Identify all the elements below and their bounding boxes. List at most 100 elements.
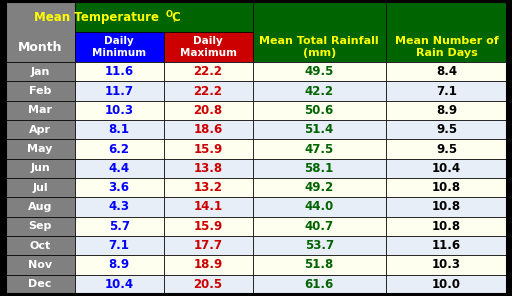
Text: Jul: Jul (32, 183, 48, 193)
Text: 18.6: 18.6 (194, 123, 223, 136)
Bar (252, 159, 386, 178)
Bar (75, 255, 164, 275)
Bar (252, 81, 386, 101)
Bar (164, 197, 252, 217)
Bar (386, 62, 507, 81)
Bar (6, 217, 75, 236)
Text: 58.1: 58.1 (305, 162, 334, 175)
Text: 8.1: 8.1 (109, 123, 130, 136)
Text: O: O (165, 9, 173, 19)
Text: Dec: Dec (29, 279, 52, 289)
Bar (164, 236, 252, 255)
Bar (6, 197, 75, 217)
Bar (75, 62, 164, 81)
Text: 51.8: 51.8 (305, 258, 334, 271)
Bar (252, 101, 386, 120)
Bar (252, 120, 386, 139)
Text: 17.7: 17.7 (194, 239, 223, 252)
Text: 11.6: 11.6 (432, 239, 461, 252)
Text: C: C (172, 10, 180, 23)
Text: 3.6: 3.6 (109, 181, 130, 194)
Text: 4.3: 4.3 (109, 200, 130, 213)
Text: 18.9: 18.9 (194, 258, 223, 271)
Bar (164, 275, 252, 294)
Text: 10.8: 10.8 (432, 220, 461, 233)
Text: 13.8: 13.8 (194, 162, 223, 175)
Text: 49.2: 49.2 (305, 181, 334, 194)
Text: 7.1: 7.1 (109, 239, 130, 252)
Bar (386, 217, 507, 236)
Bar (252, 178, 386, 197)
Bar (75, 120, 164, 139)
Bar (252, 217, 386, 236)
Bar (75, 197, 164, 217)
Text: 11.6: 11.6 (104, 65, 134, 78)
Bar (164, 62, 252, 81)
Text: 7.1: 7.1 (436, 84, 457, 97)
Bar (6, 81, 75, 101)
Text: 10.3: 10.3 (104, 104, 134, 117)
Text: 9.5: 9.5 (436, 142, 457, 155)
Text: 40.7: 40.7 (305, 220, 334, 233)
Bar (6, 236, 75, 255)
Text: 10.8: 10.8 (432, 200, 461, 213)
Text: 9.5: 9.5 (436, 123, 457, 136)
Text: 10.3: 10.3 (432, 258, 461, 271)
Text: Mean Total Rainfall
(mm): Mean Total Rainfall (mm) (260, 36, 379, 58)
Bar (75, 81, 164, 101)
Bar (75, 275, 164, 294)
Text: Apr: Apr (29, 125, 51, 135)
Bar (252, 255, 386, 275)
Text: 47.5: 47.5 (305, 142, 334, 155)
Text: 22.2: 22.2 (194, 65, 223, 78)
Text: Aug: Aug (28, 202, 52, 212)
Text: 8.9: 8.9 (109, 258, 130, 271)
Text: 4.4: 4.4 (109, 162, 130, 175)
Text: Mean Number of
Rain Days: Mean Number of Rain Days (395, 36, 499, 58)
Text: Daily
Minimum: Daily Minimum (92, 36, 146, 58)
Bar (6, 178, 75, 197)
Bar (75, 178, 164, 197)
Text: 8.4: 8.4 (436, 65, 457, 78)
Bar (75, 217, 164, 236)
Text: Oct: Oct (30, 241, 51, 251)
Text: 44.0: 44.0 (305, 200, 334, 213)
Bar (6, 159, 75, 178)
Text: 20.8: 20.8 (194, 104, 223, 117)
Bar (6, 139, 75, 159)
Bar (164, 139, 252, 159)
Bar (252, 275, 386, 294)
Bar (75, 139, 164, 159)
Bar (386, 255, 507, 275)
Bar (6, 101, 75, 120)
Text: 10.4: 10.4 (432, 162, 461, 175)
Text: Mean Temperature: Mean Temperature (34, 10, 164, 23)
Bar (6, 120, 75, 139)
Bar (386, 139, 507, 159)
Text: Month: Month (18, 41, 62, 54)
Bar (386, 101, 507, 120)
Bar (164, 81, 252, 101)
Bar (386, 159, 507, 178)
Text: Jun: Jun (30, 163, 50, 173)
Text: 15.9: 15.9 (194, 142, 223, 155)
Bar (75, 159, 164, 178)
Text: May: May (28, 144, 53, 154)
Text: Daily
Maximum: Daily Maximum (180, 36, 237, 58)
Bar (164, 101, 252, 120)
Text: 10.4: 10.4 (104, 278, 134, 291)
Bar (164, 120, 252, 139)
Bar (252, 2, 386, 62)
Text: 53.7: 53.7 (305, 239, 334, 252)
Text: 10.8: 10.8 (432, 181, 461, 194)
Bar (164, 32, 252, 62)
Bar (252, 62, 386, 81)
Text: 20.5: 20.5 (194, 278, 223, 291)
Text: 50.6: 50.6 (305, 104, 334, 117)
Bar (6, 2, 75, 62)
Text: 49.5: 49.5 (305, 65, 334, 78)
Bar (386, 197, 507, 217)
Bar (386, 178, 507, 197)
Text: Feb: Feb (29, 86, 51, 96)
Text: 13.2: 13.2 (194, 181, 223, 194)
